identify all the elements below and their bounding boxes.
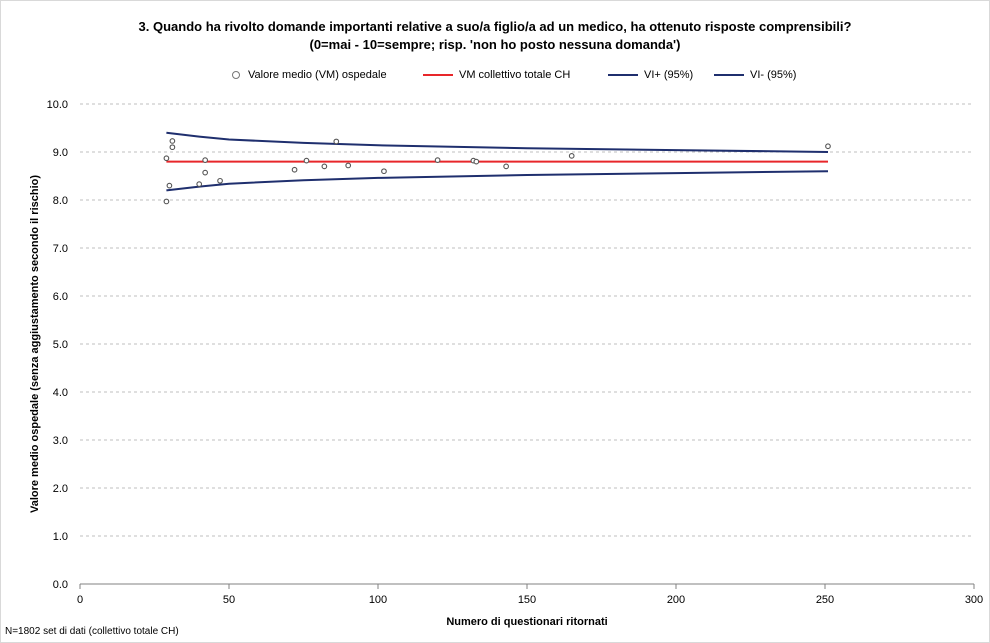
y-tick-label: 5.0 bbox=[53, 339, 68, 351]
data-point bbox=[333, 138, 340, 145]
x-tick-label: 300 bbox=[965, 594, 983, 606]
x-tick-label: 50 bbox=[223, 594, 235, 606]
data-point bbox=[163, 155, 170, 162]
data-point bbox=[163, 198, 170, 205]
x-tick-label: 250 bbox=[816, 594, 834, 606]
y-axis-title: Valore medio ospedale (senza aggiustamen… bbox=[29, 175, 41, 513]
data-point bbox=[381, 168, 387, 175]
x-tick-label: 200 bbox=[667, 594, 685, 606]
data-point bbox=[568, 152, 575, 159]
data-point bbox=[202, 157, 209, 164]
data-point bbox=[291, 166, 298, 173]
legend-label-valore-medio: Valore medio (VM) ospedale bbox=[248, 69, 387, 81]
y-tick-label: 0.0 bbox=[53, 579, 68, 591]
y-tick-label: 8.0 bbox=[53, 195, 68, 207]
x-axis-title: Numero di questionari ritornati bbox=[446, 616, 607, 628]
legend-line-blue-upper bbox=[608, 74, 638, 76]
data-point bbox=[321, 163, 328, 170]
y-tick-label: 6.0 bbox=[53, 291, 68, 303]
data-point bbox=[217, 177, 223, 184]
legend-label-vm-collettivo: VM collettivo totale CH bbox=[459, 69, 571, 81]
data-point bbox=[196, 181, 203, 188]
data-point bbox=[345, 162, 352, 169]
legend-marker-scatter bbox=[232, 71, 240, 79]
legend-label-vi-plus: VI+ (95%) bbox=[644, 69, 694, 81]
data-point bbox=[166, 182, 173, 189]
legend-line-blue-lower bbox=[714, 74, 744, 76]
x-tick-label: 100 bbox=[369, 594, 387, 606]
legend-item-vi-plus: VI+ (95%) bbox=[608, 69, 693, 81]
y-tick-label: 3.0 bbox=[53, 435, 68, 447]
data-point bbox=[169, 144, 176, 151]
data-point bbox=[434, 157, 441, 164]
data-point bbox=[303, 157, 310, 164]
data-point bbox=[473, 158, 480, 165]
y-tick-label: 4.0 bbox=[53, 387, 68, 399]
chart-title: 3. Quando ha rivolto domande importanti … bbox=[138, 19, 852, 34]
legend-item-vm-collettivo: VM collettivo totale CH bbox=[423, 69, 570, 81]
chart-subtitle: (0=mai - 10=sempre; risp. 'non ho posto … bbox=[309, 37, 681, 52]
data-point bbox=[825, 143, 831, 150]
chart-legend: Valore medio (VM) ospedale VM collettivo… bbox=[0, 69, 990, 89]
x-tick-label: 150 bbox=[518, 594, 536, 606]
x-tick-label: 0 bbox=[77, 594, 83, 606]
data-point bbox=[503, 163, 509, 170]
y-tick-label: 7.0 bbox=[53, 243, 68, 255]
footnote: N=1802 set di dati (collettivo totale CH… bbox=[5, 626, 179, 637]
y-tick-label: 1.0 bbox=[53, 531, 68, 543]
series-line-vi-plus bbox=[166, 131, 829, 153]
y-tick-label: 2.0 bbox=[53, 483, 68, 495]
y-tick-label: 9.0 bbox=[53, 147, 68, 159]
legend-item-valore-medio: Valore medio (VM) ospedale bbox=[232, 69, 387, 81]
series-line-vi-minus bbox=[166, 170, 829, 192]
legend-label-vi-minus: VI- (95%) bbox=[750, 69, 797, 81]
data-point bbox=[202, 169, 209, 176]
y-tick-label: 10.0 bbox=[47, 99, 68, 111]
legend-line-red bbox=[423, 74, 453, 76]
data-point bbox=[169, 138, 176, 144]
legend-item-vi-minus: VI- (95%) bbox=[714, 69, 796, 81]
